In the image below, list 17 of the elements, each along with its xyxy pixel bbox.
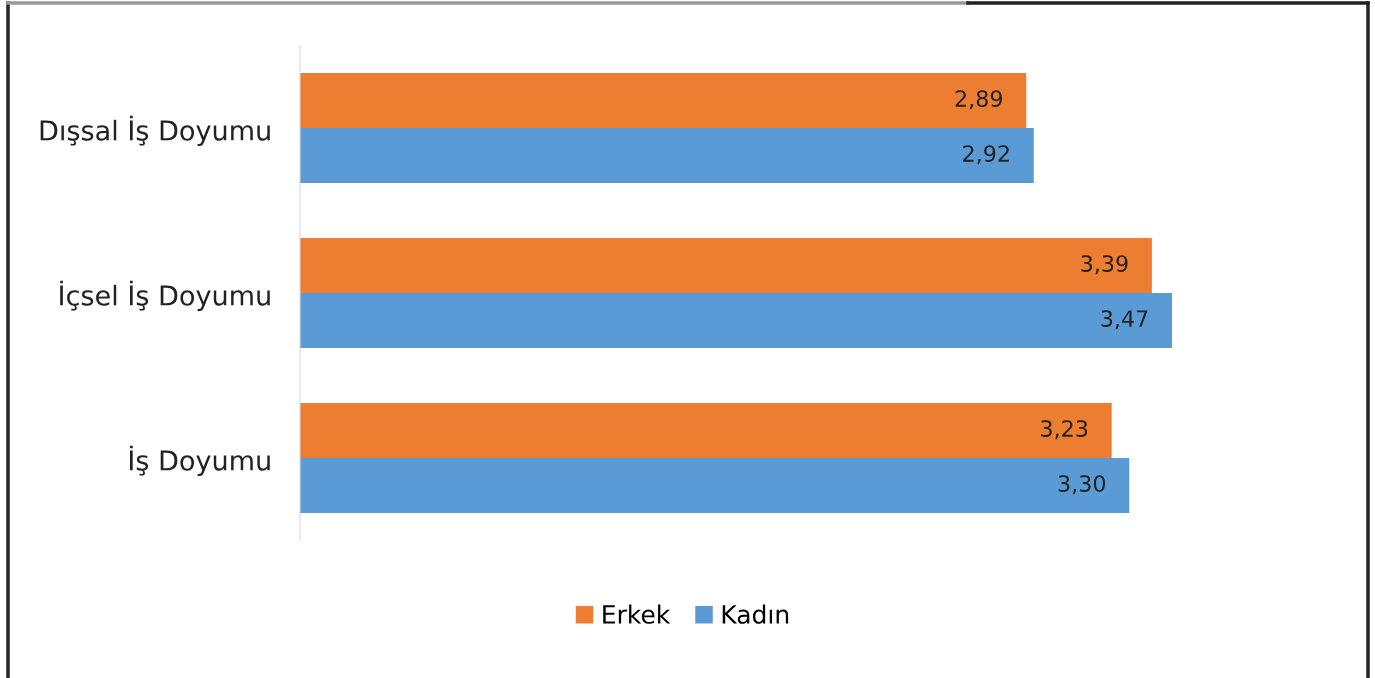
legend-label: Kadın	[722, 604, 789, 624]
data-label: 3,23	[1041, 420, 1088, 440]
bar	[300, 293, 1172, 348]
data-label: 2,89	[955, 90, 1002, 110]
y-tick-label: İş Doyumu	[130, 445, 270, 476]
y-tick-label: İçsel İş Doyumu	[60, 280, 270, 311]
y-tick-label: Dışsal İş Doyumu	[40, 115, 270, 146]
bar	[300, 128, 1034, 183]
data-label: 3,30	[1058, 475, 1106, 495]
bar	[300, 403, 1112, 458]
data-label: 3,47	[1101, 310, 1148, 330]
bar	[300, 238, 1152, 293]
legend-label: Erkek	[603, 604, 671, 624]
data-label: 3,39	[1081, 255, 1128, 275]
bar	[300, 458, 1130, 513]
bar	[300, 73, 1027, 128]
data-label: 2,92	[963, 145, 1009, 165]
